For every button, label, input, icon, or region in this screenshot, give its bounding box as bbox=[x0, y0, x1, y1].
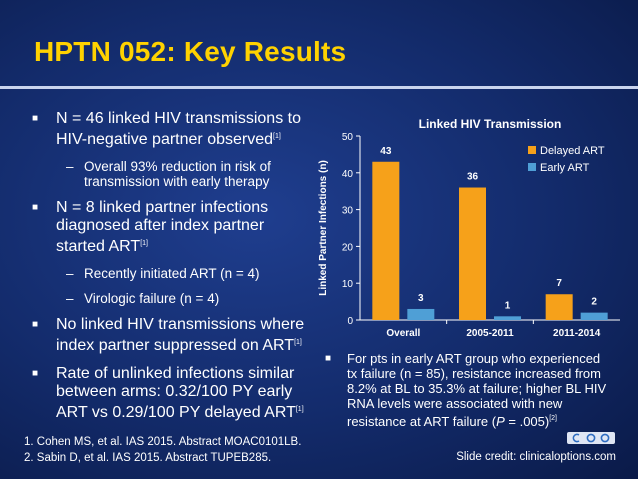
bar-delayed bbox=[459, 187, 486, 320]
sub-bullet-item: Recently initiated ART (n = 4) bbox=[30, 266, 312, 281]
note-text: For pts in early ART group who experienc… bbox=[347, 351, 607, 429]
legend-label: Early ART bbox=[540, 162, 590, 174]
clinical-options-logo-icon bbox=[567, 432, 615, 444]
note-text-end: = .005) bbox=[504, 414, 550, 429]
footnotes: 1. Cohen MS, et al. IAS 2015. Abstract M… bbox=[24, 434, 301, 466]
citation-ref: [1] bbox=[295, 406, 304, 413]
bar-delayed bbox=[372, 161, 400, 320]
x-tick-label: Overall bbox=[386, 328, 420, 339]
citation-ref: [1] bbox=[273, 133, 281, 140]
x-tick-label: 2005-2011 bbox=[466, 328, 514, 339]
bar-early bbox=[580, 312, 608, 320]
bar-value-label: 36 bbox=[467, 172, 479, 183]
bar-chart: Linked HIV Transmission Linked Partner In… bbox=[318, 117, 620, 339]
bullet-text: Rate of unlinked infections similar betw… bbox=[56, 365, 296, 421]
title-divider bbox=[0, 86, 638, 89]
note-p-symbol: P bbox=[496, 414, 505, 429]
bullet-item: Rate of unlinked infections similar betw… bbox=[30, 365, 312, 422]
y-tick-label: 40 bbox=[342, 169, 354, 180]
y-tick-label: 30 bbox=[342, 206, 354, 217]
y-tick-label: 10 bbox=[342, 279, 354, 290]
chart-note: For pts in early ART group who experienc… bbox=[323, 351, 608, 439]
y-tick-label: 0 bbox=[347, 316, 353, 327]
bar-value-label: 2 bbox=[591, 297, 597, 308]
x-tick-label: 2011-2014 bbox=[553, 328, 601, 339]
bar-delayed bbox=[545, 294, 573, 320]
bar-early bbox=[494, 316, 521, 320]
legend-swatch bbox=[528, 146, 536, 154]
sub-bullet-item: Overall 93% reduction in risk of transmi… bbox=[30, 159, 312, 189]
bar-value-label: 1 bbox=[505, 300, 511, 311]
bullet-text: N = 46 linked HIV transmissions to HIV-n… bbox=[56, 110, 301, 148]
bar-early bbox=[407, 308, 435, 320]
bar-value-label: 3 bbox=[418, 293, 424, 304]
footnote: 1. Cohen MS, et al. IAS 2015. Abstract M… bbox=[24, 436, 302, 448]
bar-value-label: 43 bbox=[380, 146, 392, 157]
citation-ref: [1] bbox=[294, 339, 302, 346]
y-tick-label: 50 bbox=[342, 132, 354, 143]
bullet-text: N = 8 linked partner infections diagnose… bbox=[56, 199, 269, 255]
citation-ref: [1] bbox=[140, 240, 148, 247]
legend-label: Delayed ART bbox=[540, 145, 605, 157]
bullet-item: For pts in early ART group who experienc… bbox=[323, 351, 608, 429]
slide-credit: Slide credit: clinicaloptions.com bbox=[456, 451, 616, 463]
y-tick-label: 20 bbox=[342, 242, 354, 253]
bullet-list: N = 46 linked HIV transmissions to HIV-n… bbox=[30, 110, 312, 432]
bullet-item: N = 8 linked partner infections diagnose… bbox=[30, 199, 312, 256]
slide-title: HPTN 052: Key Results bbox=[34, 36, 347, 67]
legend-swatch bbox=[528, 163, 536, 171]
bullet-item: No linked HIV transmissions where index … bbox=[30, 316, 312, 355]
footnote: 2. Sabin D, et al. IAS 2015. Abstract TU… bbox=[24, 452, 272, 464]
bullet-item: N = 46 linked HIV transmissions to HIV-n… bbox=[30, 110, 312, 149]
bar-value-label: 7 bbox=[556, 278, 562, 289]
y-axis-label: Linked Partner Infections (n) bbox=[318, 160, 329, 296]
citation-ref: [2] bbox=[549, 415, 558, 422]
sub-bullet-item: Virologic failure (n = 4) bbox=[30, 291, 312, 306]
bullet-text: No linked HIV transmissions where index … bbox=[56, 316, 305, 354]
chart-title: Linked HIV Transmission bbox=[419, 117, 562, 131]
